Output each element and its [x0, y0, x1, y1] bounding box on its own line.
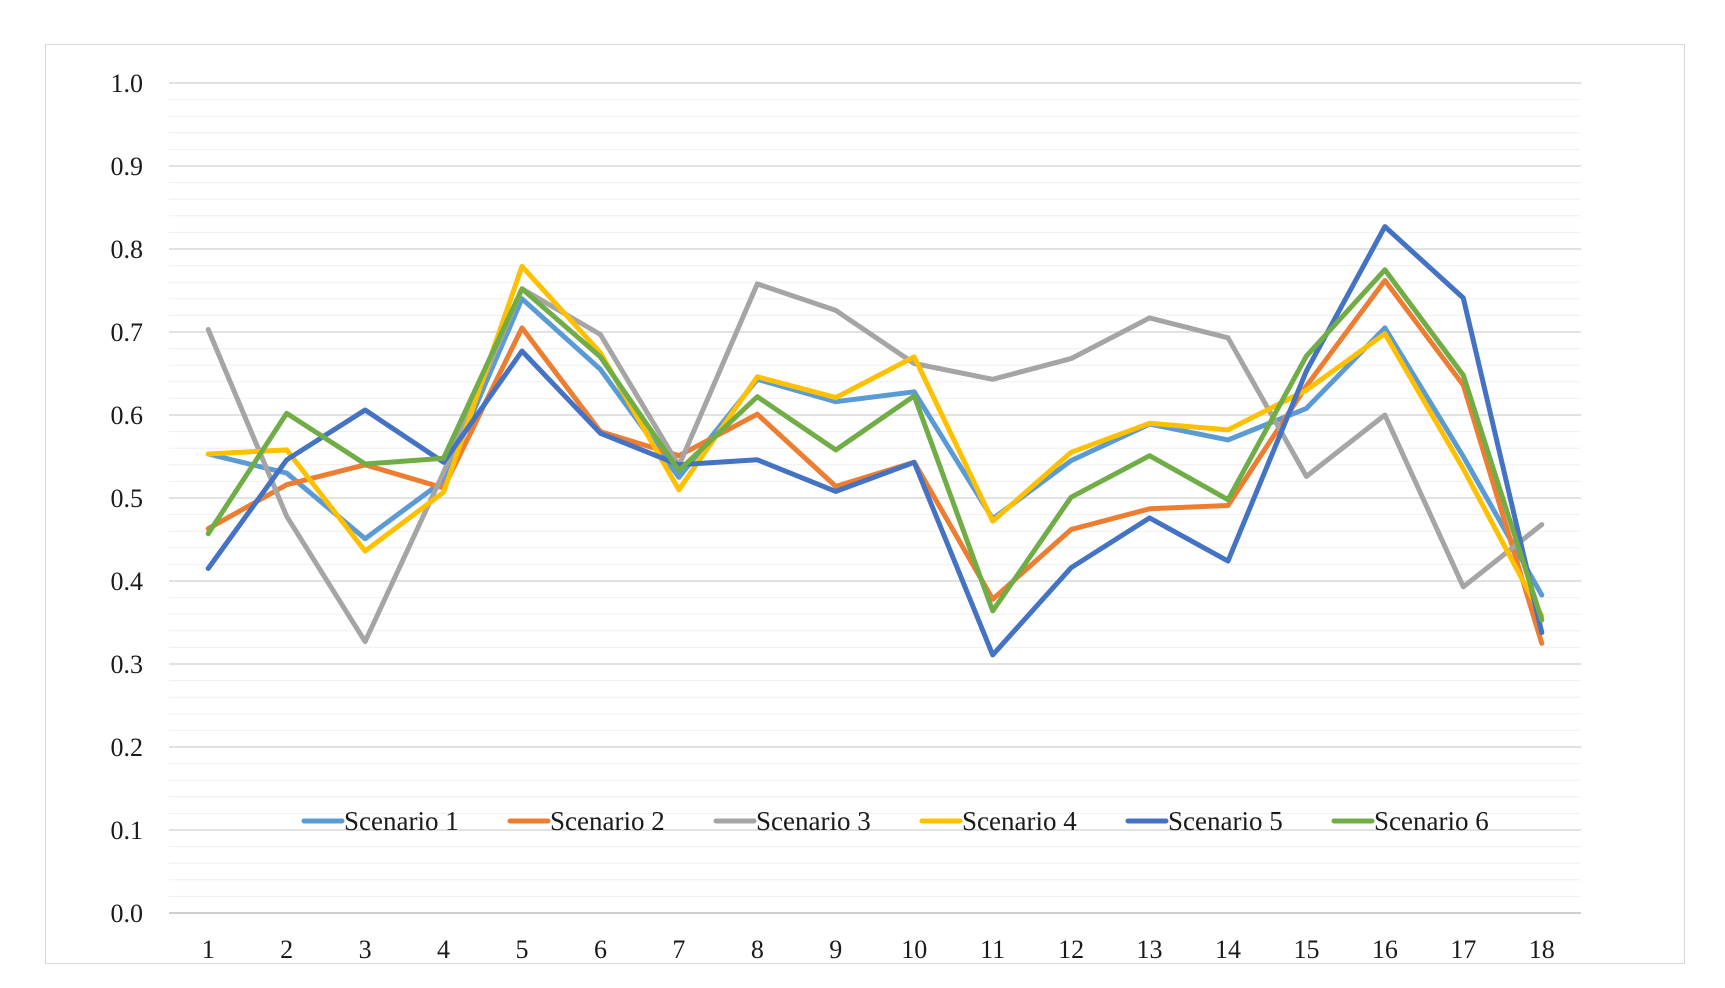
x-tick-label: 17: [1450, 935, 1476, 964]
grid-layer: [169, 82, 1581, 914]
y-tick-label: 0.3: [111, 650, 144, 679]
line-chart: 0.00.10.20.30.40.50.60.70.80.91.01 2 3 4 5 6 7…: [111, 69, 1581, 964]
legend-label-scenario-5: Scenario 5: [1168, 806, 1283, 836]
x-tick-label: 10: [901, 935, 927, 964]
x-tick-label: 12: [1058, 935, 1084, 964]
y-tick-label: 0.2: [111, 733, 144, 762]
x-tick-label: 1: [202, 935, 215, 964]
x-tick-label: 15: [1293, 935, 1319, 964]
y-tick-label: 0.1: [111, 816, 144, 845]
legend-label-scenario-1: Scenario 1: [344, 806, 459, 836]
y-tick-label: 0.6: [111, 401, 144, 430]
x-tick-label: 13: [1137, 935, 1163, 964]
legend-label-scenario-4: Scenario 4: [962, 806, 1077, 836]
series-line-scenario-5: [205, 224, 1545, 658]
x-tick-label: 11: [980, 935, 1005, 964]
y-tick-label: 0.0: [111, 899, 144, 928]
chart-frame: 0.0 0.1 0.2 0.3 0.4 0.5 0.6 0.7 0.8 0.9 1.0 1 2 3 4 5 6 7…: [45, 44, 1685, 964]
x-tick-label: 2: [280, 935, 293, 964]
y-tick-label: 0.7: [111, 318, 144, 347]
y-tick-label: 0.9: [111, 152, 144, 181]
x-tick-label: 8: [751, 935, 764, 964]
y-tick-label: 0.8: [111, 235, 144, 264]
legend-label-scenario-3: Scenario 3: [756, 806, 871, 836]
y-tick-label: 1.0: [111, 69, 144, 98]
y-tick-label: 0.5: [111, 484, 144, 513]
series-layer: [205, 224, 1545, 658]
x-tick-label: 16: [1372, 935, 1398, 964]
series-line-scenario-1: [205, 296, 1545, 598]
x-tick-label: 5: [516, 935, 529, 964]
axis-layer: 0.00.10.20.30.40.50.60.70.80.91.01 2 3 4 5 6 7…: [111, 69, 1555, 964]
x-tick-label: 18: [1529, 935, 1555, 964]
x-tick-label: 4: [437, 935, 450, 964]
series-line-scenario-4: [205, 263, 1545, 619]
y-tick-label: 0.4: [111, 567, 144, 596]
x-tick-label: 14: [1215, 935, 1241, 964]
legend-label-scenario-2: Scenario 2: [550, 806, 665, 836]
series-line-scenario-6: [205, 267, 1545, 623]
x-tick-label: 6: [594, 935, 607, 964]
x-tick-label: 7: [672, 935, 685, 964]
legend-label-scenario-6: Scenario 6: [1374, 806, 1489, 836]
legend: Scenario 1 Scenario 2 Scenario 3 Scenario 4…: [301, 806, 1489, 836]
x-tick-label: 3: [359, 935, 372, 964]
x-tick-label: 9: [829, 935, 842, 964]
